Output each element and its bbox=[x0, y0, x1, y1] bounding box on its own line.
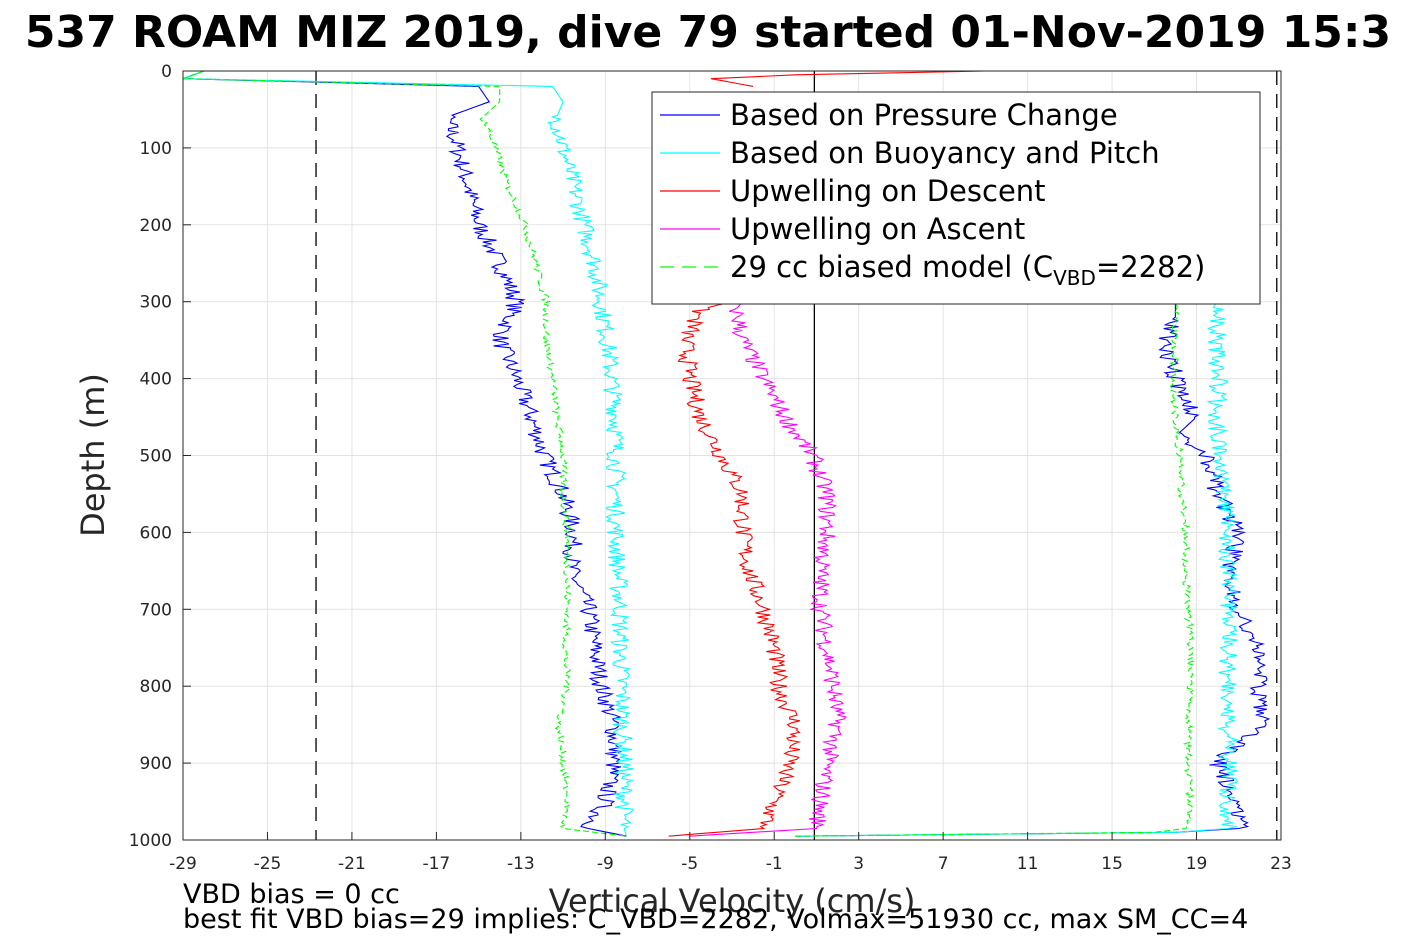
x-tick-label: 19 bbox=[1186, 854, 1208, 874]
x-tick-label: 23 bbox=[1270, 854, 1292, 874]
x-tick-label: 3 bbox=[853, 854, 864, 874]
chart-title: 537 ROAM MIZ 2019, dive 79 started 01-No… bbox=[25, 7, 1391, 58]
y-tick-label: 200 bbox=[140, 216, 172, 236]
x-tick-label: -13 bbox=[507, 854, 535, 874]
legend-label-tail: =2282) bbox=[1096, 250, 1205, 284]
legend-label-subscript: VBD bbox=[1053, 266, 1096, 290]
x-axis-label: Vertical Velocity (cm/s) bbox=[549, 882, 916, 920]
series-line-based-on-buoyancy-and-pitch-descent bbox=[182, 70, 635, 837]
legend-label-text: Upwelling on Ascent bbox=[730, 212, 1025, 246]
x-tick-label: -9 bbox=[597, 854, 614, 874]
series-group bbox=[182, 70, 1271, 837]
x-axis-ticks: -29 -25 -21 -17 -13 -9 -5 -1 3 7 11 15 19 23 bbox=[169, 832, 1292, 874]
legend-label: Based on Pressure Change bbox=[730, 98, 1118, 132]
y-tick-label: 0 bbox=[161, 62, 172, 82]
legend-label-text: 29 cc biased model (C bbox=[730, 250, 1053, 284]
vbd-bias-note: VBD bias = 0 cc bbox=[183, 879, 400, 910]
series-line-based-on-pressure-change-ascent bbox=[795, 301, 1271, 837]
legend-label: 29 cc biased model (CVBD=2282) bbox=[730, 250, 1205, 290]
legend-box bbox=[651, 91, 1261, 305]
y-axis-ticks: 0 100 200 300 400 500 600 700 800 900 1000 bbox=[129, 62, 191, 851]
y-tick-label: 700 bbox=[140, 600, 172, 620]
legend-label-text: Based on Pressure Change bbox=[730, 98, 1118, 132]
y-tick-label: 800 bbox=[140, 677, 172, 697]
x-tick-label: -5 bbox=[681, 854, 698, 874]
x-tick-label: -25 bbox=[254, 854, 282, 874]
y-tick-label: 300 bbox=[140, 293, 172, 313]
legend-label: Upwelling on Descent bbox=[730, 174, 1046, 208]
x-tick-label: 11 bbox=[1017, 854, 1039, 874]
x-tick-label: 7 bbox=[938, 854, 949, 874]
legend-label-text: Upwelling on Descent bbox=[730, 174, 1046, 208]
y-tick-label: 500 bbox=[140, 447, 172, 467]
series-line-upwelling-on-descent bbox=[668, 301, 802, 837]
series-line-based-on-buoyancy-and-pitch-ascent bbox=[795, 301, 1240, 837]
y-tick-label: 600 bbox=[140, 523, 172, 543]
x-tick-label: 15 bbox=[1101, 854, 1123, 874]
y-tick-label: 1000 bbox=[129, 831, 172, 851]
x-tick-label: -29 bbox=[169, 854, 197, 874]
y-tick-label: 900 bbox=[140, 754, 172, 774]
series-line-29-cc-biased-model-descent bbox=[182, 70, 627, 837]
series-line-upwelling-on-ascent bbox=[689, 301, 847, 837]
x-tick-label: -17 bbox=[422, 854, 450, 874]
x-tick-label: -21 bbox=[338, 854, 366, 874]
legend: Based on Pressure Change Based on Buoyanc… bbox=[651, 91, 1261, 305]
legend-label: Upwelling on Ascent bbox=[730, 212, 1025, 246]
y-axis-label: Depth (m) bbox=[74, 373, 112, 537]
legend-label-text: Based on Buoyancy and Pitch bbox=[730, 136, 1160, 170]
series-line-29-cc-biased-model-ascent bbox=[795, 301, 1196, 837]
x-tick-label: -1 bbox=[766, 854, 783, 874]
legend-label: Based on Buoyancy and Pitch bbox=[730, 136, 1160, 170]
best-fit-note: best fit VBD bias=29 implies: C_VBD=2282… bbox=[183, 904, 1248, 935]
y-tick-label: 100 bbox=[140, 139, 172, 159]
series-line-based-on-pressure-change-descent bbox=[182, 70, 627, 837]
series-line-surface-transients bbox=[710, 70, 986, 87]
y-tick-label: 400 bbox=[140, 370, 172, 390]
